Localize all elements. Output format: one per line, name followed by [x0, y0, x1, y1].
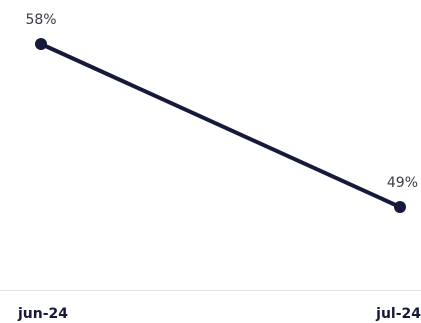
x-tick-labels: jun-24 jul-24 — [17, 306, 421, 322]
series-layer: 58% 49% — [25, 12, 418, 213]
x-tick-label: jul-24 — [375, 306, 421, 322]
data-label: 49% — [387, 175, 418, 191]
data-label: 58% — [25, 12, 56, 28]
data-point — [35, 38, 47, 50]
data-point — [394, 201, 406, 213]
series-line — [39, 42, 402, 209]
x-tick-label: jun-24 — [17, 306, 68, 322]
